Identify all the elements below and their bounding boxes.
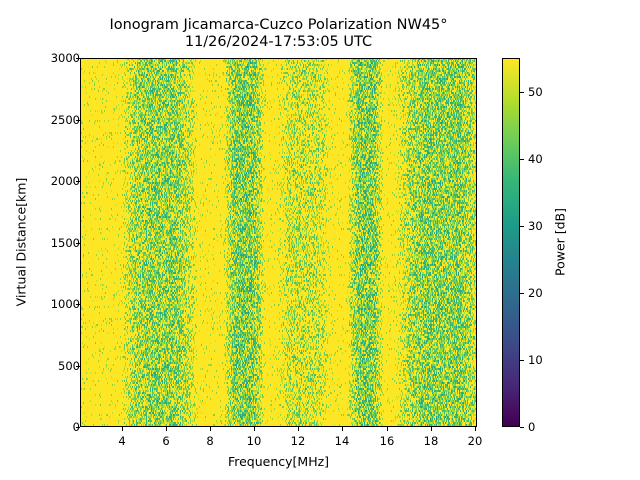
x-tick-label: 8 xyxy=(206,434,214,448)
y-tick-label: 0 xyxy=(72,420,80,434)
x-tick-label: 10 xyxy=(246,434,262,448)
colorbar xyxy=(502,58,520,427)
chart-subtitle: 11/26/2024-17:53:05 UTC xyxy=(184,34,373,50)
x-tick-mark xyxy=(254,427,255,431)
x-tick-label: 14 xyxy=(334,434,350,448)
x-tick-label: 12 xyxy=(290,434,306,448)
x-tick-mark xyxy=(166,427,167,431)
x-tick-label: 18 xyxy=(423,434,439,448)
y-tick-mark xyxy=(76,58,80,59)
x-tick-label: 16 xyxy=(379,434,395,448)
x-tick-mark xyxy=(387,427,388,431)
colorbar-tick-label: 30 xyxy=(528,219,543,233)
y-tick-mark xyxy=(76,120,80,121)
chart-title: Ionogram Jicamarca-Cuzco Polarization NW… xyxy=(109,17,448,33)
x-tick-mark xyxy=(298,427,299,431)
colorbar-tick-mark xyxy=(520,427,524,428)
colorbar-tick-mark xyxy=(520,293,524,294)
y-tick-mark xyxy=(76,304,80,305)
x-tick-mark xyxy=(210,427,211,431)
y-tick-mark xyxy=(76,243,80,244)
colorbar-tick-label: 40 xyxy=(528,152,543,166)
x-axis-label: Frequency[MHz] xyxy=(227,454,330,469)
colorbar-tick-label: 50 xyxy=(528,85,543,99)
colorbar-tick-label: 0 xyxy=(528,420,536,434)
y-tick-label: 1500 xyxy=(50,236,80,250)
colorbar-tick-mark xyxy=(520,159,524,160)
y-tick-label: 2500 xyxy=(50,113,80,127)
colorbar-tick-mark xyxy=(520,360,524,361)
y-tick-mark xyxy=(76,366,80,367)
y-tick-mark xyxy=(76,427,80,428)
y-tick-label: 1000 xyxy=(50,297,80,311)
y-tick-label: 500 xyxy=(58,359,80,373)
x-tick-mark xyxy=(122,427,123,431)
colorbar-tick-mark xyxy=(520,226,524,227)
y-axis-label: Virtual Distance[km] xyxy=(13,177,29,307)
colorbar-tick-label: 20 xyxy=(528,286,543,300)
ionogram-heatmap xyxy=(80,58,477,427)
y-tick-label: 2000 xyxy=(50,174,80,188)
colorbar-tick-label: 10 xyxy=(528,353,543,367)
y-tick-mark xyxy=(76,181,80,182)
colorbar-tick-mark xyxy=(520,92,524,93)
y-tick-label: 3000 xyxy=(50,51,80,65)
x-tick-label: 20 xyxy=(467,434,483,448)
colorbar-label: Power [dB] xyxy=(552,207,568,277)
x-tick-label: 4 xyxy=(118,434,126,448)
x-tick-mark xyxy=(431,427,432,431)
x-tick-mark xyxy=(475,427,476,431)
x-tick-mark xyxy=(342,427,343,431)
x-tick-label: 6 xyxy=(162,434,170,448)
